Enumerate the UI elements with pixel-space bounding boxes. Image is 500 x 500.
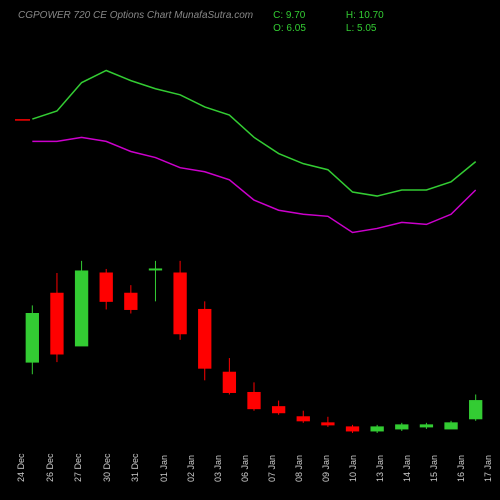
candle-body bbox=[100, 273, 112, 301]
candle-body bbox=[272, 407, 284, 413]
candle-body bbox=[396, 425, 408, 429]
x-axis-label: 09 Jan bbox=[321, 455, 331, 482]
x-axis-label: 01 Jan bbox=[159, 455, 169, 482]
x-axis-labels: 24 Dec26 Dec27 Dec30 Dec31 Dec01 Jan02 J… bbox=[20, 472, 480, 482]
candle-body bbox=[75, 271, 87, 346]
candle-body bbox=[26, 314, 38, 363]
candle-body bbox=[199, 309, 211, 368]
candle-body bbox=[223, 372, 235, 392]
x-axis-label: 16 Jan bbox=[456, 455, 466, 482]
x-axis-label: 31 Dec bbox=[130, 453, 140, 482]
x-axis-label: 02 Jan bbox=[186, 455, 196, 482]
candle-body bbox=[125, 293, 137, 309]
candle-body bbox=[149, 269, 161, 270]
x-axis-label: 15 Jan bbox=[429, 455, 439, 482]
chart-svg bbox=[0, 0, 500, 500]
x-axis-label: 27 Dec bbox=[73, 453, 83, 482]
candle-body bbox=[420, 425, 432, 427]
candle-body bbox=[445, 423, 457, 429]
chart-container: CGPOWER 720 CE Options Chart MunafaSutra… bbox=[0, 0, 500, 500]
x-axis-label: 08 Jan bbox=[294, 455, 304, 482]
x-axis-label: 10 Jan bbox=[348, 455, 358, 482]
x-axis-label: 13 Jan bbox=[375, 455, 385, 482]
candle-body bbox=[322, 423, 334, 425]
x-axis-label: 17 Jan bbox=[483, 455, 493, 482]
candle-body bbox=[174, 273, 186, 334]
line-magenta bbox=[32, 137, 475, 232]
x-axis-label: 24 Dec bbox=[16, 453, 26, 482]
x-axis-label: 07 Jan bbox=[267, 455, 277, 482]
x-axis-label: 03 Jan bbox=[213, 455, 223, 482]
line-green bbox=[32, 71, 475, 197]
candle-body bbox=[51, 293, 63, 354]
candle-body bbox=[346, 427, 358, 431]
x-axis-label: 30 Dec bbox=[102, 453, 112, 482]
candle-body bbox=[371, 427, 383, 431]
candle-body bbox=[248, 392, 260, 408]
x-axis-label: 06 Jan bbox=[240, 455, 250, 482]
x-axis-label: 26 Dec bbox=[45, 453, 55, 482]
candle-body bbox=[297, 417, 309, 421]
x-axis-label: 14 Jan bbox=[402, 455, 412, 482]
candle-body bbox=[470, 401, 482, 419]
